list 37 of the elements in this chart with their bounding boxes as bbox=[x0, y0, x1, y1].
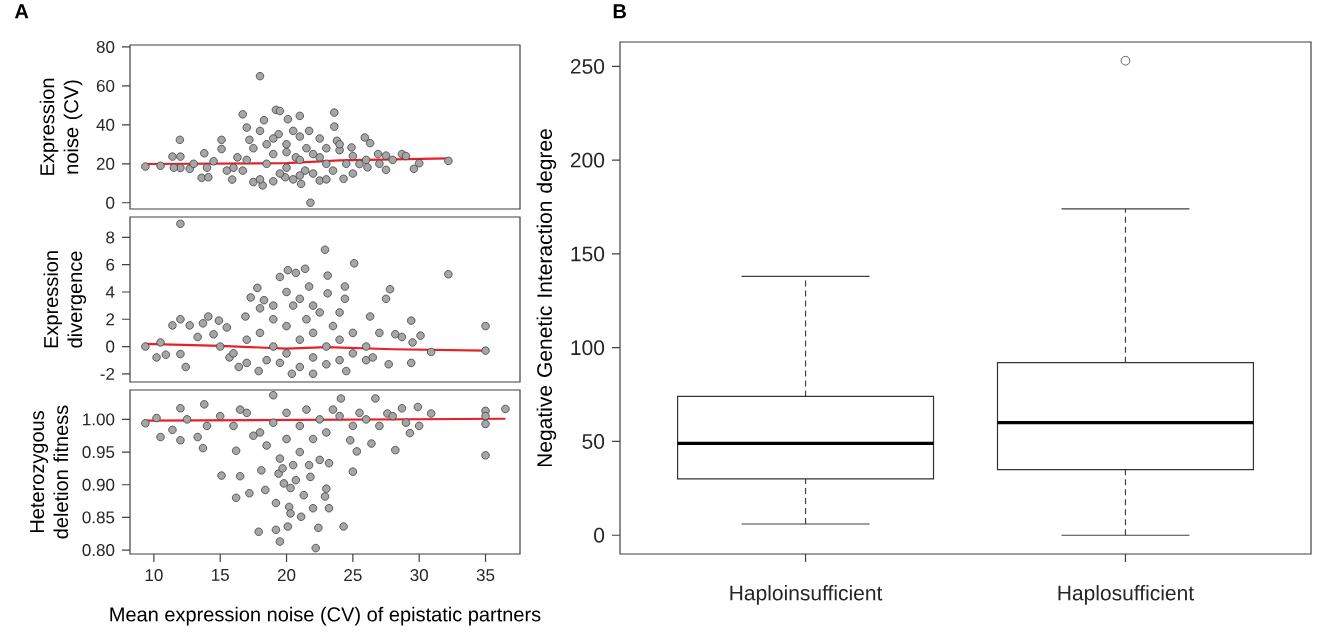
y-tick-label: 0.85 bbox=[82, 511, 115, 524]
y-tick-label: 40 bbox=[96, 118, 115, 131]
x-tick-label: 10 bbox=[145, 569, 163, 582]
y-tick-label: 0 bbox=[106, 196, 115, 209]
y-tick-label: 0 bbox=[594, 527, 605, 543]
y-tick-label: 100 bbox=[571, 340, 605, 356]
y-axis-title: Expression divergence bbox=[43, 251, 87, 348]
x-tick-label: Haploinsufficient bbox=[730, 585, 883, 605]
y-axis-title: Expression noise (CV) bbox=[39, 78, 83, 175]
x-tick-label: 20 bbox=[277, 569, 296, 582]
y-axis-title: Negative Genetic Interaction degree bbox=[536, 129, 557, 467]
chart-title: B bbox=[613, 4, 626, 19]
y-tick-label: 200 bbox=[570, 152, 605, 168]
y-tick-label: 80 bbox=[96, 40, 115, 53]
y-tick-label: 250 bbox=[570, 58, 605, 74]
x-tick-label: 25 bbox=[344, 569, 362, 582]
y-tick-label: 2 bbox=[106, 313, 115, 326]
y-tick-label: -2 bbox=[100, 367, 115, 380]
y-tick-label: 20 bbox=[96, 157, 115, 170]
y-tick-label: 8 bbox=[106, 231, 115, 244]
y-axis-title: Heterozygous deletion fitness bbox=[30, 405, 69, 539]
y-tick-label: 4 bbox=[105, 286, 115, 298]
y-tick-label: 0.95 bbox=[82, 446, 115, 459]
y-tick-label: 0.90 bbox=[82, 478, 115, 491]
y-tick-label: 1.00 bbox=[83, 413, 115, 426]
y-tick-label: 6 bbox=[106, 258, 115, 271]
chart-title: A bbox=[14, 4, 29, 19]
y-tick-label: 0.80 bbox=[82, 544, 115, 557]
x-tick-label: 15 bbox=[212, 569, 229, 581]
x-tick-label: Haplosufficient bbox=[1058, 585, 1194, 605]
y-tick-label: 0 bbox=[106, 340, 115, 353]
y-tick-label: 50 bbox=[582, 434, 605, 449]
y-tick-label: 150 bbox=[571, 246, 605, 262]
y-tick-label: 60 bbox=[96, 79, 115, 92]
x-tick-label: 30 bbox=[410, 569, 428, 582]
x-tick-label: 35 bbox=[476, 569, 495, 582]
x-axis-title: Mean expression noise (CV) of epistatic partners bbox=[110, 606, 541, 626]
